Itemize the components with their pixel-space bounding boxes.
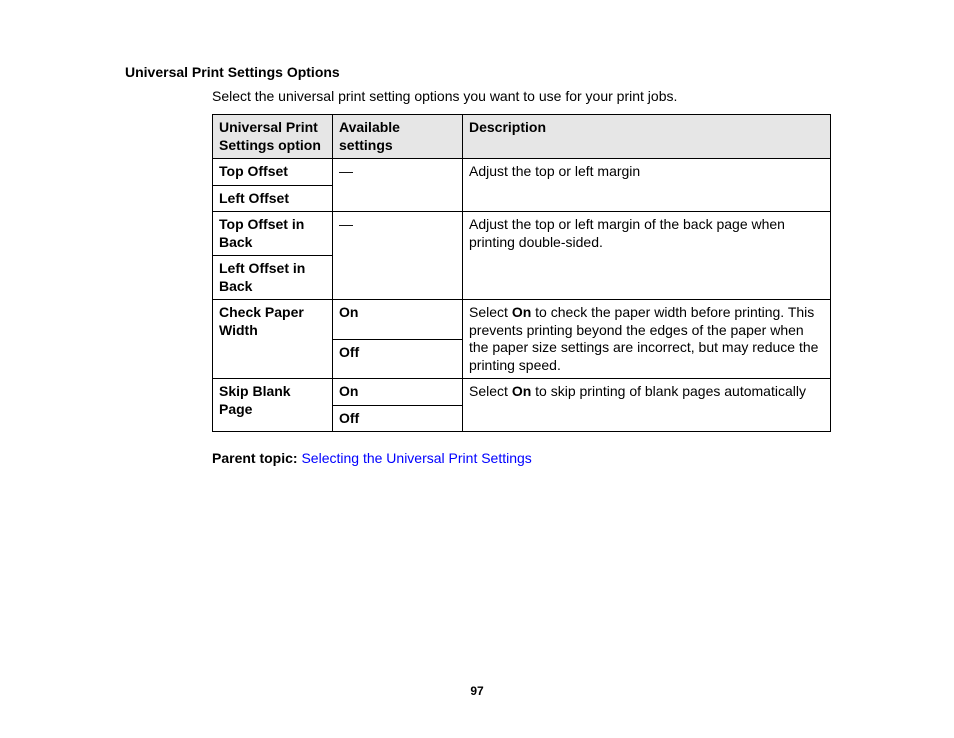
- desc-bold: On: [512, 383, 531, 399]
- page-number: 97: [0, 684, 954, 698]
- settings-cell: Off: [333, 405, 463, 432]
- settings-cell: On: [333, 300, 463, 340]
- description-cell: Adjust the top or left margin: [463, 159, 831, 212]
- settings-cell: —: [333, 212, 463, 300]
- option-cell: Top Offset in Back: [213, 212, 333, 256]
- option-cell: Check Paper Width: [213, 300, 333, 379]
- table-row: Top Offset in Back — Adjust the top or l…: [213, 212, 831, 256]
- settings-cell: —: [333, 159, 463, 212]
- description-cell: Select On to check the paper width befor…: [463, 300, 831, 379]
- description-cell: Adjust the top or left margin of the bac…: [463, 212, 831, 300]
- table-row: Check Paper Width On Select On to check …: [213, 300, 831, 340]
- option-cell: Left Offset in Back: [213, 256, 333, 300]
- page-heading: Universal Print Settings Options: [125, 64, 829, 80]
- table-row: Top Offset — Adjust the top or left marg…: [213, 159, 831, 186]
- option-cell: Skip Blank Page: [213, 379, 333, 432]
- parent-topic-link[interactable]: Selecting the Universal Print Settings: [301, 450, 531, 466]
- parent-topic: Parent topic: Selecting the Universal Pr…: [212, 450, 829, 466]
- desc-text: to skip printing of blank pages automati…: [531, 383, 806, 399]
- intro-text: Select the universal print setting optio…: [212, 88, 829, 104]
- settings-cell: Off: [333, 339, 463, 379]
- column-header-option: Universal Print Settings option: [213, 115, 333, 159]
- desc-text: Select: [469, 304, 512, 320]
- settings-cell: On: [333, 379, 463, 406]
- description-cell: Select On to skip printing of blank page…: [463, 379, 831, 432]
- option-cell: Left Offset: [213, 185, 333, 212]
- option-cell: Top Offset: [213, 159, 333, 186]
- table-header-row: Universal Print Settings option Availabl…: [213, 115, 831, 159]
- column-header-settings: Available settings: [333, 115, 463, 159]
- column-header-description: Description: [463, 115, 831, 159]
- desc-bold: On: [512, 304, 531, 320]
- desc-text: Select: [469, 383, 512, 399]
- document-page: Universal Print Settings Options Select …: [0, 0, 954, 466]
- settings-table: Universal Print Settings option Availabl…: [212, 114, 831, 432]
- parent-topic-label: Parent topic:: [212, 450, 298, 466]
- table-row: Skip Blank Page On Select On to skip pri…: [213, 379, 831, 406]
